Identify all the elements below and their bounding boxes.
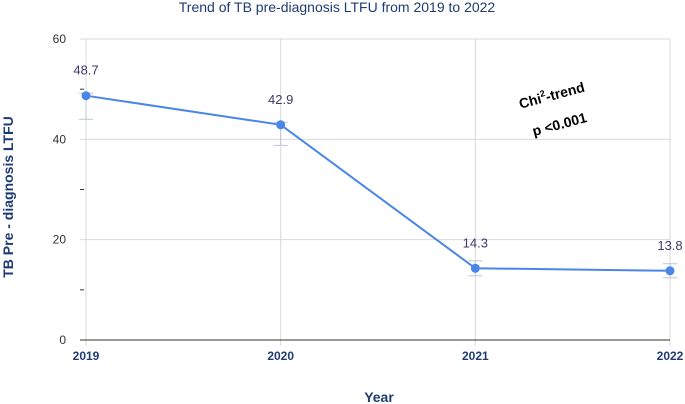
data-point-2020 [276, 120, 286, 130]
data-label-2021: 14.3 [463, 235, 488, 250]
y-tick-label-40: 40 [53, 132, 67, 146]
data-label-2019: 48.7 [73, 63, 98, 78]
data-labels: 48.7 42.9 14.3 13.8 [73, 63, 682, 253]
data-point-2021 [470, 263, 480, 273]
annotation-line1: Chi2-trend [517, 78, 586, 112]
chi-trend-annotation: Chi2-trend p <0.001 [517, 78, 589, 139]
y-tick-labels: 0 20 40 60 [53, 32, 67, 347]
x-tick-label-2019: 2019 [73, 349, 100, 363]
x-tick-label-2020: 2020 [267, 349, 294, 363]
y-tick-label-20: 20 [53, 233, 67, 247]
x-axis-label: Year [364, 389, 394, 404]
x-tick-label-2021: 2021 [462, 349, 489, 363]
chart-title: Trend of TB pre-diagnosis LTFU from 2019… [179, 0, 496, 15]
data-label-2022: 13.8 [657, 238, 682, 253]
series-layer [81, 91, 675, 276]
data-label-2020: 42.9 [268, 92, 293, 107]
y-tick-label-0: 0 [59, 333, 66, 347]
y-tick-label-60: 60 [53, 32, 67, 46]
series-line [85, 94, 671, 272]
gridlines [80, 38, 671, 346]
x-tick-label-2022: 2022 [657, 349, 684, 363]
data-point-2022 [665, 266, 675, 276]
y-axis-label: TB Pre - diagnosis LTFU [0, 116, 16, 278]
x-tick-labels: 2019 2020 2021 2022 [73, 349, 684, 363]
annotation-line2: p <0.001 [531, 109, 589, 139]
data-point-2019 [81, 91, 91, 101]
